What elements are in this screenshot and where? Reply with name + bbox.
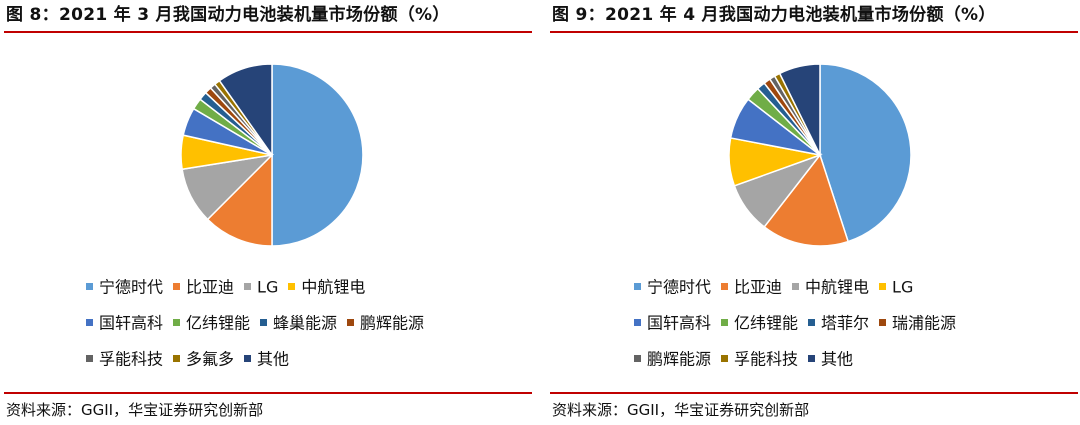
legend-swatch <box>792 283 800 290</box>
legend-label: 国轩高科 <box>99 313 164 333</box>
legend-item: 亿纬锂能 <box>173 308 250 339</box>
legend-swatch <box>879 283 887 290</box>
legend-label: 其他 <box>821 349 854 369</box>
legend-label: 中航锂电 <box>805 277 870 297</box>
source-note: 资料来源：GGII，华宝证券研究创新部 <box>552 401 810 419</box>
legend-item: 鹏辉能源 <box>634 344 711 375</box>
legend-april: 宁德时代 比亚迪 中航锂电 LG 国轩高科 亿纬锂能 塔菲尔 瑞浦能源鹏辉能源 孚能科技 其他 <box>634 272 966 380</box>
legend-label: 中航锂电 <box>301 277 366 297</box>
legend-row: 宁德时代 比亚迪 LG 中航锂电 <box>86 272 434 308</box>
legend-label: 宁德时代 <box>647 277 712 297</box>
chart-title: 图 9：2021 年 4 月我国动力电池装机量市场份额（%） <box>552 5 996 25</box>
pie-slice-2 <box>763 153 850 247</box>
legend-row: 国轩高科 亿纬锂能 塔菲尔 瑞浦能源 <box>634 308 966 344</box>
legend-row: 宁德时代 比亚迪 中航锂电 LG <box>634 272 966 308</box>
legend-item: 多氟多 <box>173 344 234 375</box>
legend-item: 塔菲尔 <box>808 308 869 339</box>
legend-label: LG <box>257 277 279 297</box>
legend-label: 亿纬锂能 <box>186 313 251 333</box>
pie-chart-april <box>728 63 912 247</box>
legend-label: 孚能科技 <box>734 349 799 369</box>
legend-swatch <box>173 355 181 362</box>
legend-row: 国轩高科 亿纬锂能 蜂巢能源 鹏辉能源 <box>86 308 434 344</box>
legend-swatch <box>721 319 729 326</box>
legend-item: 比亚迪 <box>173 272 234 303</box>
legend-swatch <box>244 283 252 290</box>
legend-swatch <box>808 319 816 326</box>
legend-swatch <box>260 319 268 326</box>
legend-item: 瑞浦能源 <box>879 308 956 339</box>
legend-item: 亿纬锂能 <box>721 308 798 339</box>
legend-label: 宁德时代 <box>99 277 164 297</box>
title-divider <box>4 31 532 33</box>
legend-swatch <box>879 319 887 326</box>
source-divider <box>4 392 532 394</box>
legend-march: 宁德时代 比亚迪 LG 中航锂电国轩高科 亿纬锂能 蜂巢能源 鹏辉能源孚能科技 多氟多 其他 <box>86 272 434 380</box>
legend-swatch <box>173 319 181 326</box>
legend-label: 孚能科技 <box>99 349 164 369</box>
legend-label: 其他 <box>257 349 290 369</box>
legend-label: 鹏辉能源 <box>647 349 712 369</box>
legend-swatch <box>634 283 641 290</box>
legend-row: 孚能科技 多氟多 其他 <box>86 344 434 380</box>
legend-item: 国轩高科 <box>86 308 163 339</box>
legend-label: 比亚迪 <box>734 277 783 297</box>
title-divider <box>550 31 1078 33</box>
legend-swatch <box>721 283 729 290</box>
legend-item: 孚能科技 <box>86 344 163 375</box>
legend-swatch <box>634 355 641 362</box>
legend-swatch <box>86 355 93 362</box>
legend-row: 鹏辉能源 孚能科技 其他 <box>634 344 966 380</box>
legend-label: LG <box>892 277 914 297</box>
chart-title: 图 8：2021 年 3 月我国动力电池装机量市场份额（%） <box>6 5 450 25</box>
legend-label: 比亚迪 <box>186 277 235 297</box>
legend-swatch <box>244 355 252 362</box>
chart-panel-april: 图 9：2021 年 4 月我国动力电池装机量市场份额（%） 宁德时代 比亚迪 中航… <box>550 0 1078 425</box>
legend-label: 亿纬锂能 <box>734 313 799 333</box>
legend-item: 孚能科技 <box>721 344 798 375</box>
legend-item: 国轩高科 <box>634 308 711 339</box>
legend-label: 鹏辉能源 <box>360 313 425 333</box>
legend-item: 中航锂电 <box>792 272 869 303</box>
chart-panel-march: 图 8：2021 年 3 月我国动力电池装机量市场份额（%） 宁德时代 比亚迪 LG… <box>4 0 532 425</box>
legend-swatch <box>808 355 816 362</box>
legend-label: 塔菲尔 <box>821 313 870 333</box>
legend-item: LG <box>244 272 278 303</box>
pie-chart-march <box>180 63 364 247</box>
legend-item: 鹏辉能源 <box>347 308 424 339</box>
pie-slice-2 <box>206 153 273 247</box>
legend-item: 中航锂电 <box>288 272 365 303</box>
source-divider <box>550 392 1078 394</box>
pie-slice-1 <box>271 63 364 247</box>
legend-item: 宁德时代 <box>634 272 711 303</box>
source-note: 资料来源：GGII，华宝证券研究创新部 <box>6 401 264 419</box>
pie-slice-1 <box>819 63 912 243</box>
legend-item: 其他 <box>808 344 853 375</box>
legend-swatch <box>86 283 93 290</box>
legend-item: 比亚迪 <box>721 272 782 303</box>
legend-item: 宁德时代 <box>86 272 163 303</box>
legend-label: 蜂巢能源 <box>273 313 338 333</box>
legend-item: 蜂巢能源 <box>260 308 337 339</box>
legend-swatch <box>288 283 296 290</box>
legend-item: LG <box>879 272 913 303</box>
legend-label: 瑞浦能源 <box>892 313 957 333</box>
legend-item: 其他 <box>244 344 289 375</box>
pie-slice-11 <box>218 63 273 158</box>
pie-slice-11 <box>778 63 821 156</box>
legend-label: 国轩高科 <box>647 313 712 333</box>
legend-swatch <box>86 319 93 326</box>
legend-label: 多氟多 <box>186 349 235 369</box>
legend-swatch <box>347 319 355 326</box>
legend-swatch <box>721 355 729 362</box>
legend-swatch <box>634 319 641 326</box>
legend-swatch <box>173 283 181 290</box>
